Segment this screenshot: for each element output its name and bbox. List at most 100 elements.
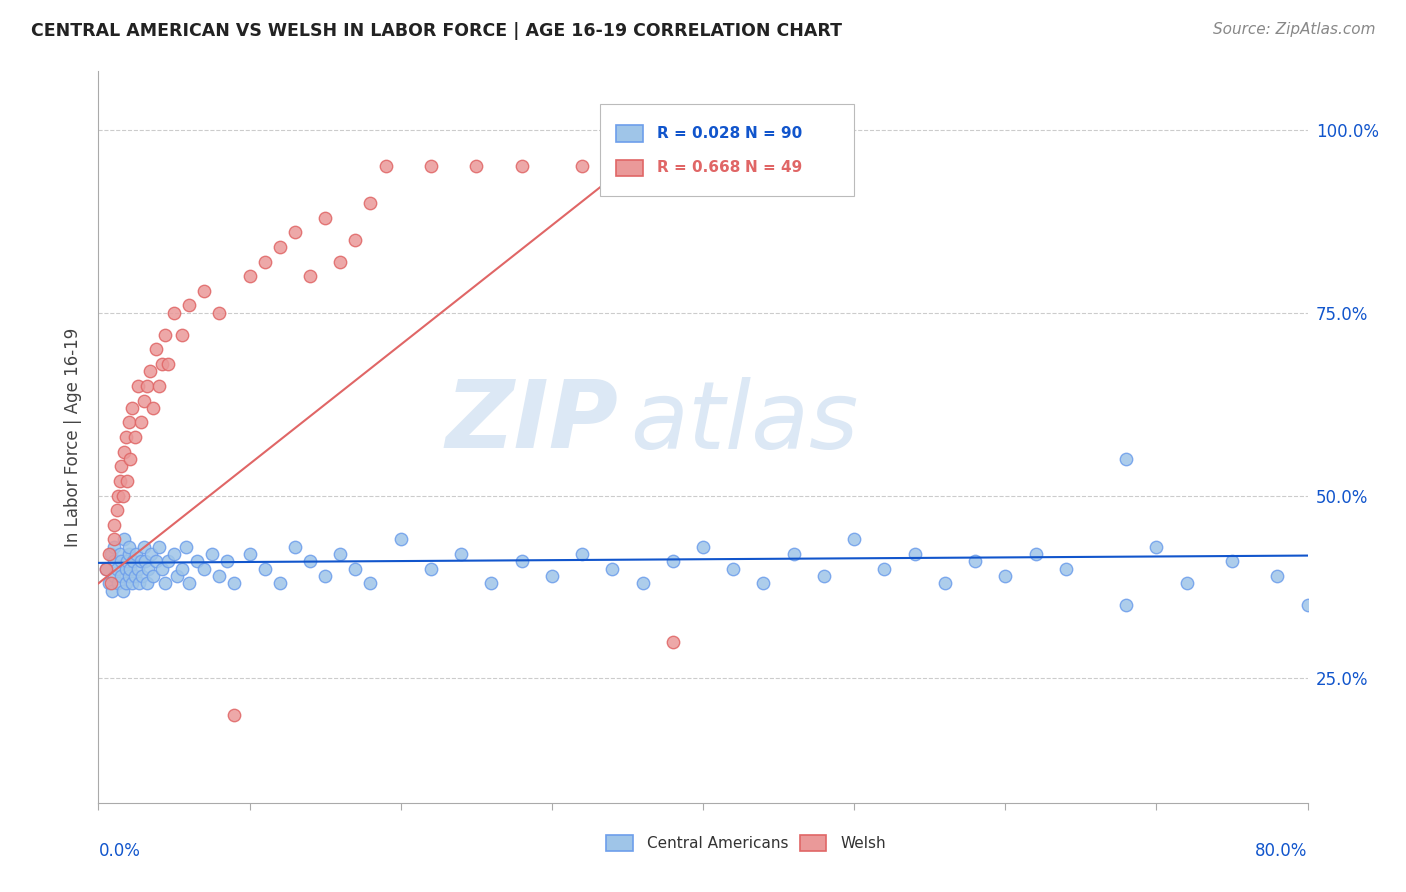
Point (215, 554, 238, 568)
Point (124, 569, 146, 583)
Point (142, 569, 165, 583)
Point (374, 160, 396, 174)
Point (752, 576, 775, 591)
Point (131, 569, 153, 583)
Point (186, 554, 208, 568)
Point (239, 269, 262, 284)
Point (103, 569, 125, 583)
Point (904, 547, 927, 561)
Point (329, 254, 352, 268)
Text: R = 0.668: R = 0.668 (657, 161, 741, 176)
Point (114, 576, 136, 591)
Point (201, 547, 224, 561)
Point (128, 576, 150, 591)
Point (314, 569, 336, 583)
Point (122, 554, 145, 568)
Point (360, 196, 382, 211)
Point (103, 554, 125, 568)
Point (510, 160, 533, 174)
Text: Central Americans: Central Americans (647, 836, 789, 851)
Text: N = 90: N = 90 (745, 126, 803, 141)
Point (571, 547, 593, 561)
Point (142, 401, 165, 415)
Point (965, 554, 987, 568)
Point (284, 225, 307, 239)
Point (299, 554, 322, 568)
Point (299, 269, 322, 284)
Point (118, 416, 141, 430)
Point (135, 379, 157, 393)
Point (132, 540, 155, 554)
Point (141, 547, 163, 561)
Point (153, 327, 176, 342)
Point (132, 393, 155, 408)
Point (170, 562, 193, 576)
Point (692, 540, 714, 554)
Point (450, 547, 472, 561)
Point (156, 357, 179, 371)
Point (129, 554, 152, 568)
Point (127, 379, 149, 393)
Point (111, 583, 134, 598)
Point (112, 444, 135, 458)
Point (1144, 540, 1167, 554)
Point (329, 547, 352, 561)
Point (103, 517, 125, 532)
Point (465, 160, 488, 174)
Point (224, 576, 246, 591)
Point (129, 416, 152, 430)
Text: Welsh: Welsh (841, 836, 886, 851)
Point (105, 562, 128, 576)
Point (114, 430, 136, 444)
Point (1115, 452, 1137, 467)
Point (420, 160, 443, 174)
Point (193, 284, 215, 298)
Point (510, 554, 533, 568)
FancyBboxPatch shape (606, 835, 633, 851)
Text: 80.0%: 80.0% (1256, 842, 1308, 860)
Point (253, 562, 276, 576)
Point (115, 474, 138, 488)
Point (269, 576, 291, 591)
Point (723, 562, 745, 576)
Point (145, 343, 167, 357)
Point (94, 562, 117, 576)
Point (118, 569, 141, 583)
Point (112, 533, 135, 547)
Point (98, 547, 121, 561)
Point (134, 554, 156, 568)
Point (107, 576, 129, 591)
Point (239, 547, 262, 561)
Point (179, 298, 201, 312)
Point (253, 254, 276, 268)
Point (420, 562, 443, 576)
Point (284, 540, 307, 554)
Point (110, 554, 132, 568)
Point (98, 576, 121, 591)
Point (148, 379, 170, 393)
Point (124, 430, 146, 444)
Point (314, 211, 336, 225)
Point (540, 569, 562, 583)
Point (174, 540, 197, 554)
Point (344, 562, 367, 576)
FancyBboxPatch shape (616, 160, 643, 176)
Point (1175, 576, 1198, 591)
Point (813, 569, 835, 583)
Point (120, 562, 142, 576)
Point (120, 452, 142, 467)
Point (1220, 554, 1243, 568)
Point (110, 569, 132, 583)
Point (661, 554, 683, 568)
Point (481, 576, 503, 591)
Point (163, 547, 186, 561)
Point (994, 569, 1017, 583)
Point (100, 576, 122, 591)
Point (145, 554, 167, 568)
Point (224, 708, 246, 723)
Point (101, 583, 124, 598)
Text: N = 49: N = 49 (745, 161, 803, 176)
Point (1024, 547, 1046, 561)
Point (163, 306, 186, 320)
Point (208, 569, 231, 583)
